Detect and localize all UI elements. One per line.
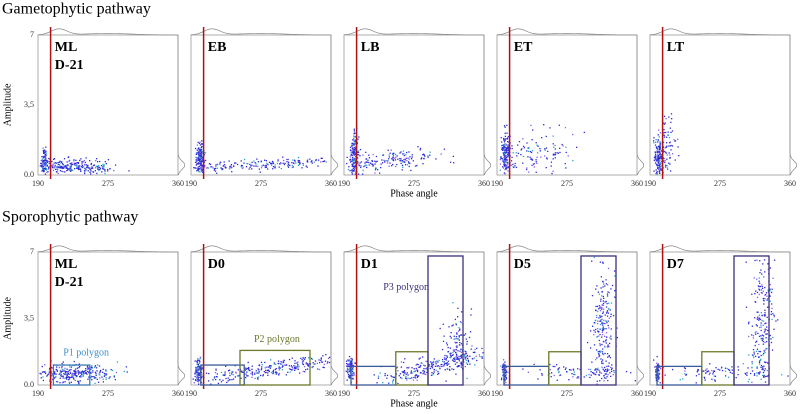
scatter-cloud bbox=[345, 302, 484, 385]
polygon-label: P3 polygon bbox=[383, 282, 429, 293]
scatter-cloud bbox=[39, 360, 128, 385]
panel-label: EB bbox=[208, 40, 227, 55]
panel-label: D0 bbox=[208, 257, 225, 272]
panel-label: D1 bbox=[361, 257, 378, 272]
plot-frame bbox=[343, 34, 485, 176]
scatter-cloud bbox=[346, 127, 455, 175]
section-title: Gametophytic pathway bbox=[2, 1, 151, 18]
panel-label: ML bbox=[55, 257, 78, 272]
x-tick-label: 360 bbox=[478, 389, 490, 398]
plot-frame bbox=[37, 34, 179, 176]
x-tick-label: 275 bbox=[408, 179, 420, 188]
panel-label: D-21 bbox=[55, 58, 84, 73]
x-tick-label: 360 bbox=[172, 389, 184, 398]
x-tick-label: 190 bbox=[491, 389, 503, 398]
panel-label: ET bbox=[514, 40, 533, 55]
right-histogram bbox=[636, 35, 644, 176]
x-tick-label: 275 bbox=[561, 179, 573, 188]
polygon-label: P1 polygon bbox=[63, 347, 109, 358]
x-tick-label: 190 bbox=[185, 179, 197, 188]
plot-frame bbox=[190, 34, 332, 176]
right-histogram bbox=[789, 252, 797, 386]
panel-label: ML bbox=[55, 40, 78, 55]
right-histogram bbox=[177, 35, 185, 176]
scatter-cloud bbox=[500, 256, 636, 385]
section-title: Sporophytic pathway bbox=[2, 209, 138, 226]
x-tick-label: 275 bbox=[408, 389, 420, 398]
x-tick-label: 360 bbox=[478, 179, 490, 188]
x-tick-label: 275 bbox=[561, 389, 573, 398]
p3-polygon bbox=[427, 255, 464, 386]
plot-frame bbox=[496, 34, 638, 176]
y-axis-label: Amplitude bbox=[2, 83, 13, 126]
x-tick-label: 190 bbox=[491, 179, 503, 188]
scatter-cloud bbox=[39, 146, 130, 175]
right-histogram bbox=[789, 35, 797, 176]
plot-frame bbox=[649, 34, 791, 176]
y-tick-label: 3,5 bbox=[24, 100, 34, 109]
panel-label: D-21 bbox=[55, 275, 84, 290]
top-histogram bbox=[190, 245, 332, 253]
top-histogram bbox=[190, 28, 332, 36]
top-histogram bbox=[37, 245, 179, 253]
x-tick-label: 360 bbox=[172, 179, 184, 188]
right-histogram bbox=[330, 35, 338, 176]
x-tick-label: 360 bbox=[325, 389, 337, 398]
p3-polygon bbox=[733, 255, 770, 386]
x-tick-label: 360 bbox=[784, 179, 796, 188]
top-histogram bbox=[37, 28, 179, 36]
panel-label: D5 bbox=[514, 257, 531, 272]
top-histogram bbox=[343, 245, 485, 253]
scatter-cloud bbox=[652, 113, 680, 175]
right-histogram bbox=[483, 35, 491, 176]
x-tick-label: 190 bbox=[338, 389, 350, 398]
x-tick-label: 360 bbox=[325, 179, 337, 188]
p2-polygon bbox=[239, 349, 311, 386]
x-tick-label: 190 bbox=[644, 179, 656, 188]
panel-label: LT bbox=[667, 40, 685, 55]
p3-polygon bbox=[580, 255, 617, 386]
x-tick-label: 275 bbox=[102, 179, 114, 188]
x-axis-label: Phase angle bbox=[390, 188, 438, 199]
x-tick-label: 275 bbox=[714, 389, 726, 398]
x-tick-label: 360 bbox=[631, 389, 643, 398]
x-tick-label: 275 bbox=[255, 179, 267, 188]
plot-frame bbox=[37, 251, 179, 386]
right-histogram bbox=[330, 252, 338, 386]
top-histogram bbox=[496, 28, 638, 36]
x-tick-label: 275 bbox=[102, 389, 114, 398]
x-tick-label: 275 bbox=[714, 179, 726, 188]
p1-polygon bbox=[200, 364, 245, 386]
y-tick-label: 7 bbox=[30, 30, 34, 39]
y-tick-label: 0.0 bbox=[24, 170, 34, 179]
x-tick-label: 190 bbox=[32, 179, 44, 188]
y-tick-label: 0.0 bbox=[24, 380, 34, 389]
x-tick-label: 190 bbox=[32, 389, 44, 398]
x-tick-label: 190 bbox=[185, 389, 197, 398]
x-tick-label: 360 bbox=[784, 389, 796, 398]
right-histogram bbox=[483, 252, 491, 386]
panel-label: D7 bbox=[667, 257, 684, 272]
x-tick-label: 190 bbox=[644, 389, 656, 398]
top-histogram bbox=[649, 28, 791, 36]
x-tick-label: 190 bbox=[338, 179, 350, 188]
plot-frame bbox=[496, 251, 638, 386]
y-axis-label: Amplitude bbox=[2, 297, 13, 340]
y-tick-label: 7 bbox=[30, 247, 34, 256]
p1-polygon bbox=[52, 364, 91, 386]
right-histogram bbox=[636, 252, 644, 386]
x-axis-label: Phase angle bbox=[390, 398, 438, 409]
top-histogram bbox=[649, 245, 791, 253]
top-histogram bbox=[343, 28, 485, 36]
x-tick-label: 360 bbox=[631, 179, 643, 188]
y-tick-label: 3,5 bbox=[24, 313, 34, 322]
x-tick-label: 275 bbox=[255, 389, 267, 398]
right-histogram bbox=[177, 252, 185, 386]
top-histogram bbox=[496, 245, 638, 253]
polygon-label: P2 polygon bbox=[254, 334, 300, 345]
panel-label: LB bbox=[361, 40, 380, 55]
